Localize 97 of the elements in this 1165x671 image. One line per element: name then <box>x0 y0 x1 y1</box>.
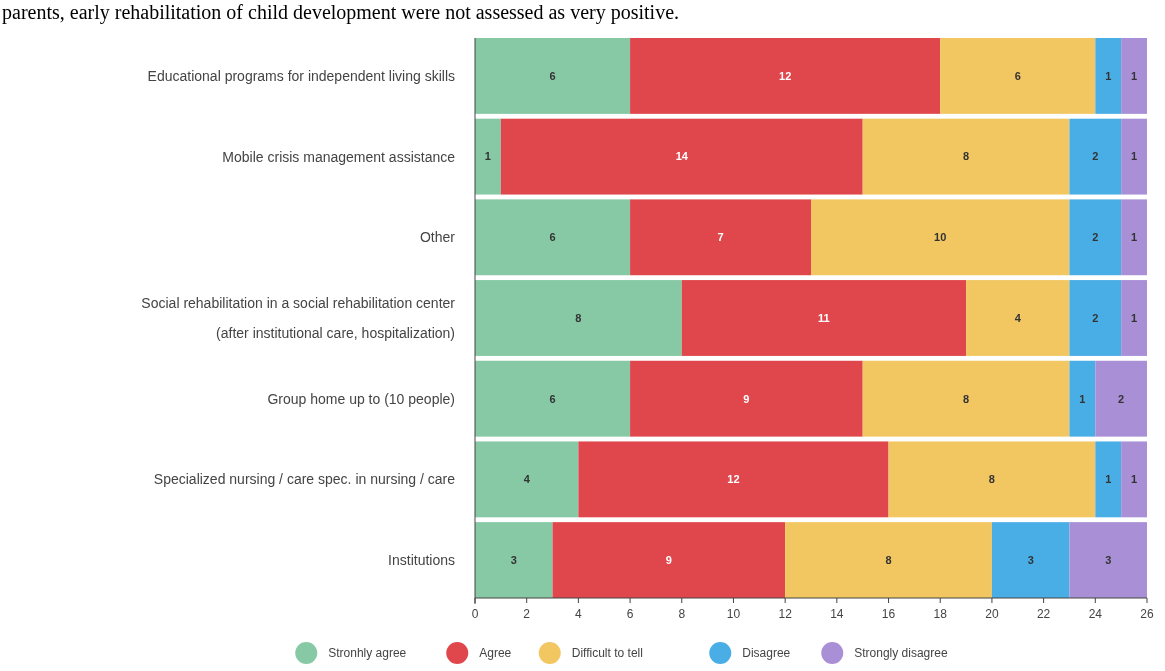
bar <box>940 38 1096 114</box>
x-tick-label: 24 <box>1088 607 1103 621</box>
data-label: 2 <box>1118 392 1125 405</box>
x-tick-label: 18 <box>933 607 948 621</box>
x-tick-label: 2 <box>523 607 531 621</box>
bar <box>862 360 1070 437</box>
bar <box>1121 280 1147 356</box>
data-label: 7 <box>717 231 724 244</box>
data-label: 2 <box>1092 150 1099 163</box>
legend-label: Strongly disagree <box>854 646 948 661</box>
bar <box>475 522 553 598</box>
data-label: 1 <box>1105 473 1112 486</box>
data-label: 11 <box>818 311 830 324</box>
bar <box>630 38 941 114</box>
data-label: 6 <box>549 231 556 244</box>
bar <box>1069 118 1122 195</box>
x-tick-label: 16 <box>881 607 896 621</box>
data-label: 6 <box>549 69 556 82</box>
data-label: 12 <box>779 69 792 82</box>
data-label: 9 <box>665 553 672 566</box>
data-label: 1 <box>1131 473 1138 486</box>
y-tick-label: Social rehabilitation in a social rehabilitation center (after institutional care, hospitalization) <box>141 294 456 342</box>
y-tick-label: Mobile crisis management assistance <box>222 148 456 165</box>
legend-label: Difficult to tell <box>571 646 643 661</box>
data-label: 6 <box>1014 69 1021 82</box>
data-label: 1 <box>1131 150 1138 163</box>
bar <box>578 441 889 518</box>
bar <box>991 522 1070 598</box>
bar <box>475 441 579 518</box>
bar <box>1121 118 1147 195</box>
data-label: 12 <box>727 473 740 486</box>
y-tick-label: Group home up to (10 people) <box>267 390 455 407</box>
bar <box>475 199 631 276</box>
bar <box>681 280 967 356</box>
data-label: 9 <box>743 392 750 405</box>
bar <box>1069 199 1122 276</box>
data-label: 2 <box>1092 231 1099 244</box>
x-tick-label: 8 <box>678 607 686 621</box>
y-tick-label: Specialized nursing / care spec. in nursing / care <box>153 471 456 488</box>
bar <box>475 280 682 356</box>
y-tick-label: Educational programs for independent living skills <box>147 67 455 84</box>
y-tick-label: Other <box>419 229 456 246</box>
bar <box>1069 360 1096 437</box>
bar <box>475 38 631 114</box>
data-label: 3 <box>1105 553 1112 566</box>
data-label: 1 <box>1131 69 1138 82</box>
bar <box>966 280 1070 356</box>
x-tick-label: 22 <box>1036 607 1051 621</box>
bar <box>630 360 863 437</box>
bar <box>785 522 992 598</box>
bar <box>811 199 1070 276</box>
bar <box>1095 38 1122 114</box>
data-label: 8 <box>575 311 582 324</box>
legend-label: Stronhly agree <box>328 646 407 661</box>
data-label: 8 <box>988 473 995 486</box>
data-label: 3 <box>510 553 517 566</box>
data-label: 10 <box>934 231 947 244</box>
data-label: 1 <box>1105 69 1112 82</box>
data-label: 1 <box>1079 392 1086 405</box>
data-label: 6 <box>549 392 556 405</box>
text: parents, early rehabilitation of child development were not assessed as very positive. <box>2 1 680 24</box>
bar <box>1121 441 1147 518</box>
x-tick-label: 26 <box>1140 607 1154 621</box>
data-label: 8 <box>963 150 970 163</box>
data-label: 14 <box>675 150 689 163</box>
data-label: 4 <box>523 473 531 486</box>
data-label: 3 <box>1027 553 1034 566</box>
legend-label: Agree <box>479 646 512 661</box>
data-label: 1 <box>484 150 491 163</box>
bar <box>1121 199 1147 276</box>
y-tick-label: Institutions <box>388 551 455 568</box>
data-label: 8 <box>885 553 892 566</box>
x-tick-label: 4 <box>575 607 583 621</box>
bar <box>1095 441 1122 518</box>
bar <box>475 118 501 195</box>
x-tick-label: 20 <box>985 607 999 621</box>
x-tick-label: 10 <box>726 607 741 621</box>
bar <box>475 360 631 437</box>
bar <box>862 118 1070 195</box>
data-label: 1 <box>1131 231 1138 244</box>
data-label: 8 <box>963 392 970 405</box>
bar <box>630 199 811 276</box>
bar <box>1069 522 1147 598</box>
data-label: 4 <box>1014 311 1022 324</box>
bar <box>1121 38 1147 114</box>
x-tick-label: 14 <box>830 607 844 621</box>
bar <box>1069 280 1122 356</box>
legend-label: Disagree <box>742 646 791 661</box>
x-tick-label: 0 <box>471 607 479 621</box>
data-label: 1 <box>1131 311 1138 324</box>
x-tick-label: 6 <box>626 607 634 621</box>
data-label: 2 <box>1092 311 1099 324</box>
bar <box>888 441 1096 518</box>
bar <box>552 522 786 598</box>
bar <box>500 118 863 195</box>
x-tick-label: 12 <box>778 607 793 621</box>
bar <box>1095 360 1147 437</box>
